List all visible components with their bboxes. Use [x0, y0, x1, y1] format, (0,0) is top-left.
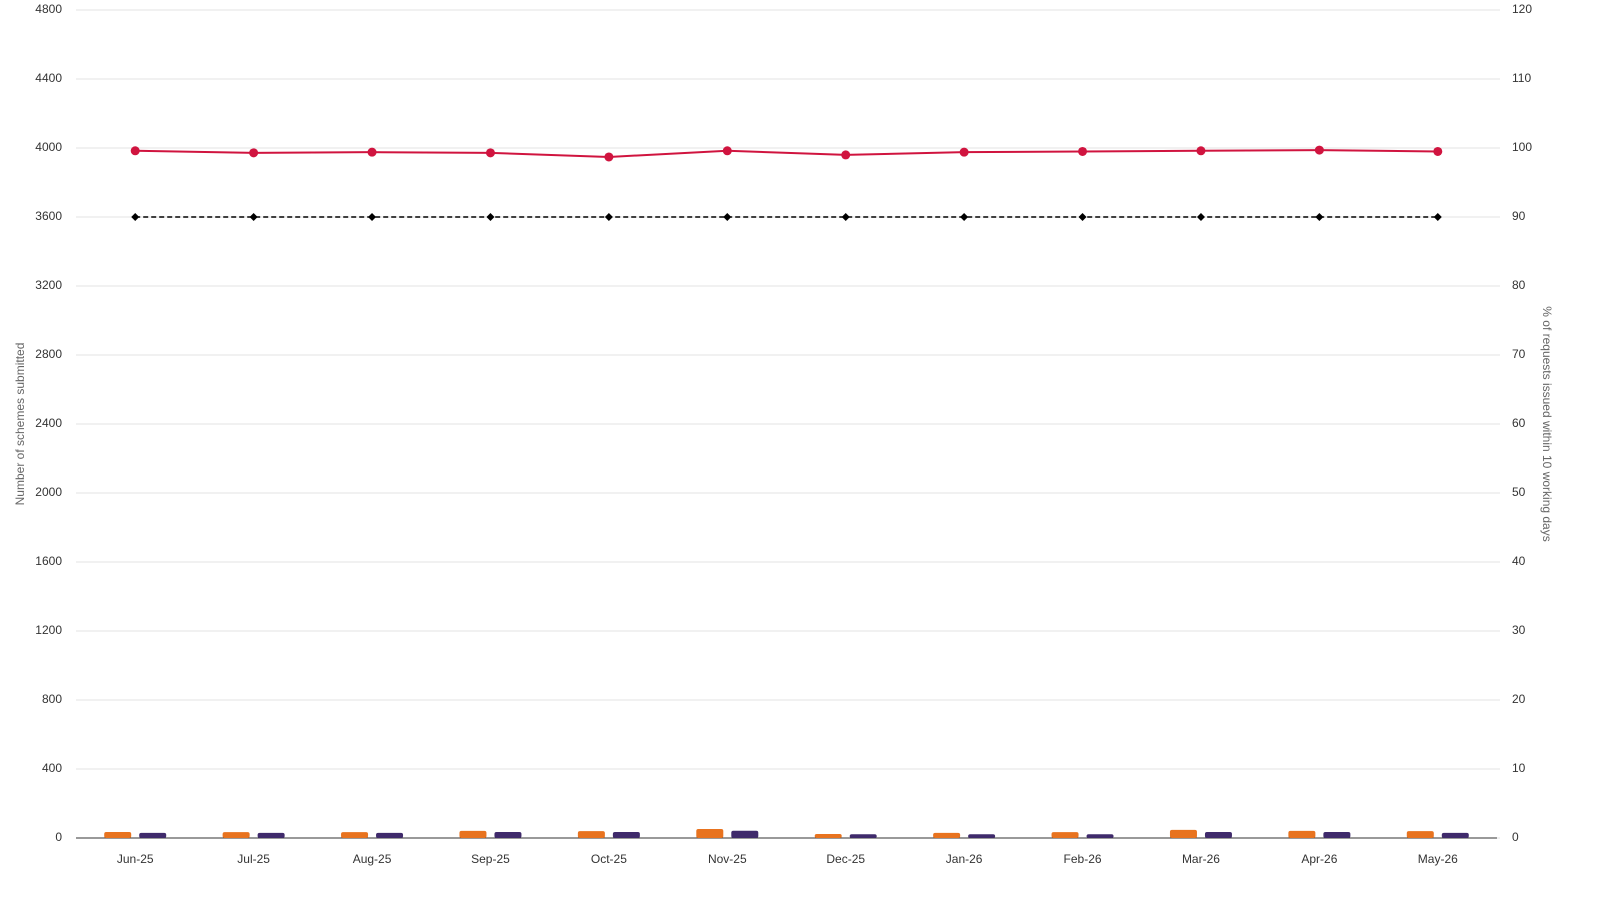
marker [1433, 213, 1442, 221]
x-tick-label: Sep-25 [471, 852, 510, 866]
marker [604, 213, 613, 221]
y-tick-label: 800 [42, 692, 62, 706]
marker [959, 147, 969, 157]
bar [814, 834, 842, 838]
y-tick-label: 2000 [35, 485, 62, 499]
line [135, 149, 1438, 158]
bar [849, 834, 877, 838]
y-tick-label: 400 [42, 761, 62, 775]
bar [1406, 831, 1434, 838]
y2-tick-label: 60 [1512, 416, 1526, 430]
bar [376, 832, 404, 838]
marker [841, 150, 851, 160]
marker [1315, 213, 1324, 221]
marker [1078, 213, 1087, 221]
y-tick-label: 4400 [35, 71, 62, 85]
x-tick-label: Aug-25 [353, 852, 392, 866]
marker [723, 213, 732, 221]
y2-tick-label: 40 [1512, 554, 1526, 568]
marker [1433, 146, 1443, 156]
x-tick-label: Dec-25 [826, 852, 865, 866]
x-tick-label: Feb-26 [1064, 852, 1102, 866]
marker [249, 213, 258, 221]
x-tick-label: May-26 [1418, 852, 1458, 866]
y2-tick-label: 10 [1512, 761, 1526, 775]
marker [368, 213, 377, 221]
bar [459, 830, 487, 838]
marker [249, 148, 259, 158]
bar [104, 831, 132, 838]
y-tick-label: 4000 [35, 140, 62, 154]
marker [486, 213, 495, 221]
bar [1323, 831, 1351, 838]
bar [139, 832, 167, 838]
marker [130, 146, 140, 156]
x-tick-label: Apr-26 [1301, 852, 1337, 866]
bar [968, 834, 996, 838]
marker [1196, 146, 1206, 156]
y2-tick-label: 0 [1512, 830, 1519, 844]
marker [722, 146, 732, 156]
x-tick-label: Jan-26 [946, 852, 983, 866]
marker [1078, 146, 1088, 156]
y-tick-label: 1200 [35, 623, 62, 637]
bar [1288, 830, 1316, 838]
y-tick-label: 2800 [35, 347, 62, 361]
y2-tick-label: 30 [1512, 623, 1526, 637]
y-tick-label: 1600 [35, 554, 62, 568]
y2-tick-label: 20 [1512, 692, 1526, 706]
bar [222, 832, 250, 838]
bar [612, 831, 640, 838]
y2-axis-title: % of requests issued within 10 working d… [1540, 306, 1554, 541]
marker [960, 213, 969, 221]
y-tick-label: 2400 [35, 416, 62, 430]
x-tick-label: Nov-25 [708, 852, 747, 866]
bar [1441, 832, 1469, 838]
y2-tick-label: 120 [1512, 2, 1532, 16]
x-tick-label: Mar-26 [1182, 852, 1220, 866]
bar [1086, 834, 1114, 838]
bar [1051, 832, 1079, 838]
y2-tick-label: 80 [1512, 278, 1526, 292]
x-tick-label: Oct-25 [591, 852, 627, 866]
marker [131, 213, 140, 221]
marker [841, 213, 850, 221]
bar [257, 832, 285, 838]
bar [933, 832, 961, 838]
marker [1314, 145, 1324, 155]
y-axis-title: Number of schemes submitted [13, 343, 27, 506]
bar [577, 831, 605, 838]
x-tick-label: Jun-25 [117, 852, 154, 866]
y2-tick-label: 50 [1512, 485, 1526, 499]
bar [731, 830, 759, 838]
marker [1196, 213, 1205, 221]
marker [485, 148, 495, 158]
y-tick-label: 3600 [35, 209, 62, 223]
y2-tick-label: 110 [1512, 71, 1531, 85]
x-tick-label: Jul-25 [237, 852, 270, 866]
bar [494, 831, 522, 838]
bar [1204, 831, 1232, 838]
bar [341, 832, 369, 838]
y-tick-label: 4800 [35, 2, 62, 16]
y2-tick-label: 90 [1512, 209, 1526, 223]
y-tick-label: 0 [55, 830, 62, 844]
marker [604, 152, 614, 162]
y-tick-label: 3200 [35, 278, 62, 292]
y2-tick-label: 100 [1512, 140, 1532, 154]
marker [367, 147, 377, 157]
bar [1169, 829, 1197, 838]
y2-tick-label: 70 [1512, 347, 1526, 361]
bar [696, 829, 724, 838]
